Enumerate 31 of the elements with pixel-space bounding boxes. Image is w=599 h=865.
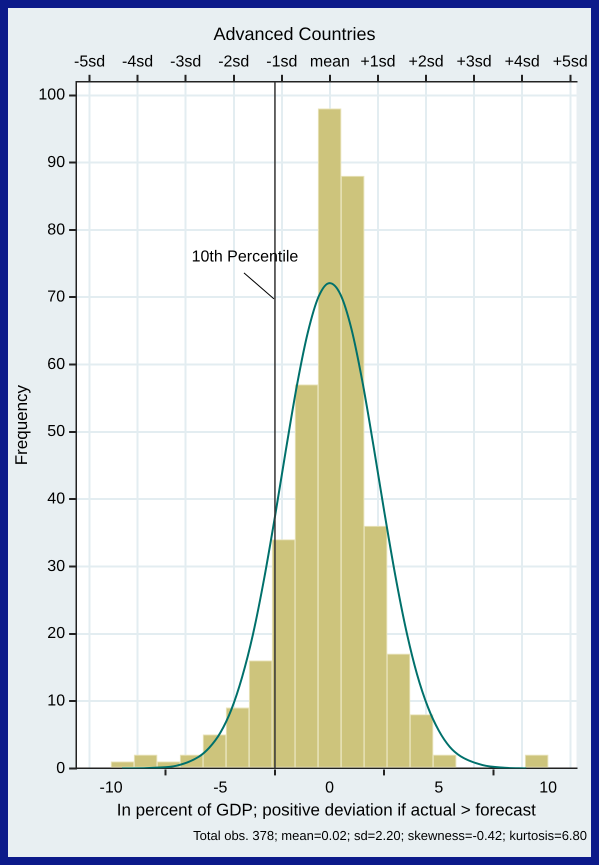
y-tick-label: 80 [47,221,66,238]
chart-title: Advanced Countries [213,24,376,44]
x2-tick-label: +4sd [504,54,540,71]
x2-tick-label: +2sd [408,54,444,71]
y-tick-label: 10 [47,692,66,710]
x2-tick-label: -3sd [170,54,202,71]
y-tick-label: 50 [47,423,66,440]
x2-tick-label: -5sd [74,54,106,71]
y-tick-label: 100 [38,86,66,104]
x-axis-title: In percent of GDP; positive deviation if actual > forecast [116,800,536,820]
text: Total obs. 378; mean=0.02; sd=2.20; skewness=-0.42; kurtosis=6.80 [193,828,587,844]
x-tick-label: 10 [539,779,558,796]
y-tick-label: 40 [47,490,66,508]
y-tick-label: 60 [47,356,66,373]
x2-tick-label: -2sd [218,54,250,71]
y-tick-label: 90 [47,154,66,171]
x2-tick-label: +1sd [360,54,396,71]
x2-tick-label: +3sd [456,54,492,71]
x-tick-label: -5 [213,779,228,796]
x-tick-label: -10 [99,779,123,796]
y-tick-label: 30 [47,558,66,575]
x-tick-label: 5 [434,779,444,796]
y-tick-label: 70 [47,288,66,306]
x2-tick-label: -1sd [266,54,298,71]
x2-tick-label: -4sd [122,54,154,71]
y-tick-label: 0 [56,760,66,777]
x2-tick-label: mean [310,54,350,71]
y-axis-title: Frequency [12,384,31,466]
x-tick-label: 0 [325,779,334,796]
y-tick-label: 20 [47,625,66,642]
x2-tick-label: +5sd [552,54,588,71]
